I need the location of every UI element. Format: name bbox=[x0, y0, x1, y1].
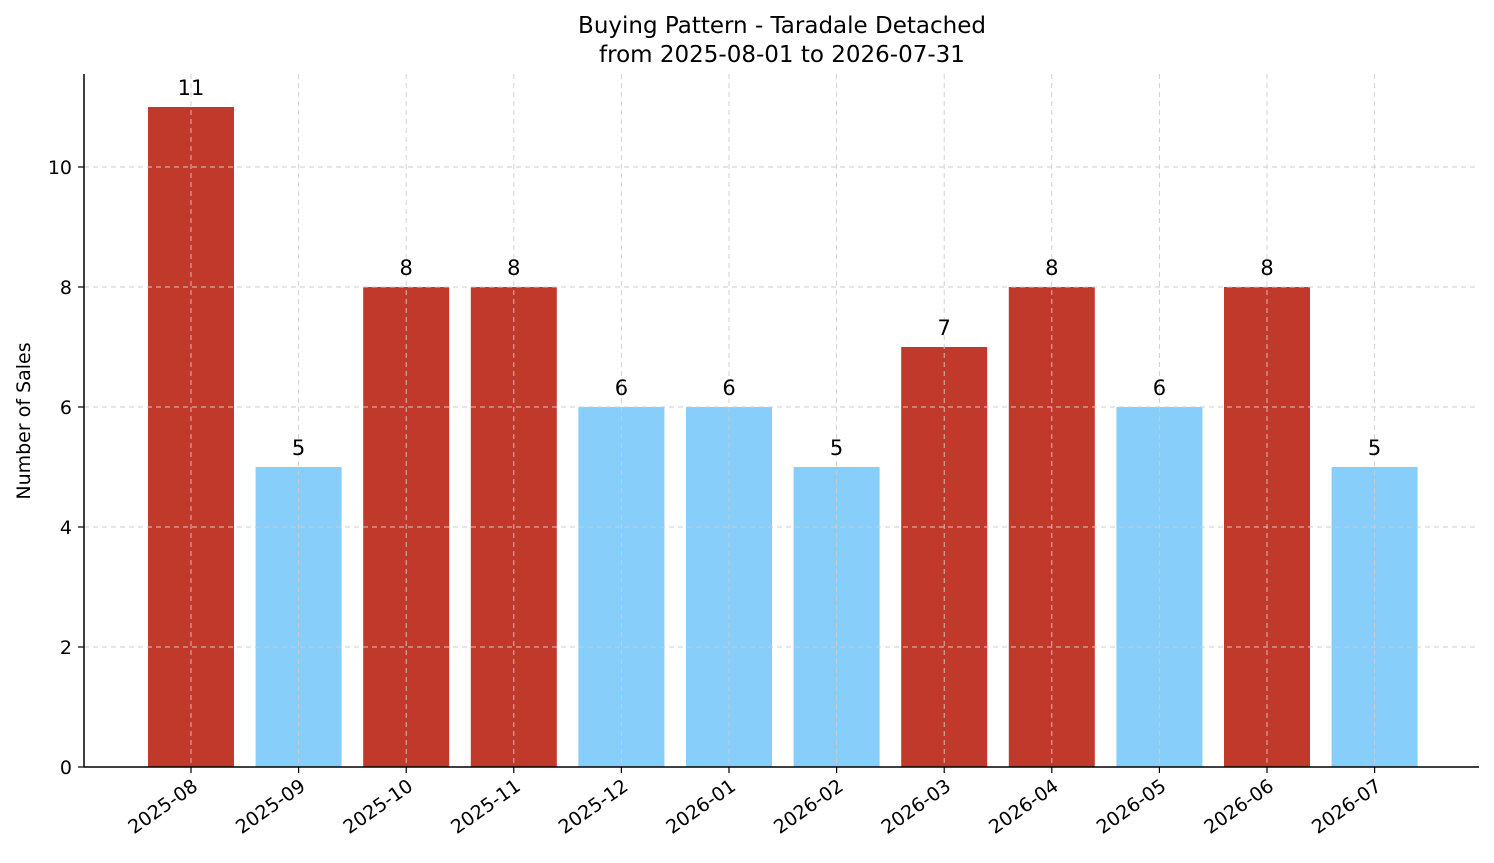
bar-value-labels: 11 5 8 8 6 6 5 7 8 6 8 5 bbox=[178, 76, 1382, 460]
bar-value-label: 8 bbox=[1260, 256, 1273, 280]
y-tick-label: 4 bbox=[60, 517, 72, 539]
x-tick-label: 2025-09 bbox=[232, 775, 310, 839]
bars bbox=[148, 107, 1418, 767]
bar-value-label: 11 bbox=[178, 76, 205, 100]
x-tick-label: 2025-10 bbox=[339, 775, 417, 839]
x-tick-label: 2026-01 bbox=[662, 775, 740, 839]
x-tick-label: 2026-06 bbox=[1200, 775, 1278, 839]
x-tick-label: 2026-04 bbox=[985, 775, 1063, 839]
y-tick-label: 0 bbox=[60, 757, 72, 779]
x-tick-label: 2026-03 bbox=[877, 775, 955, 839]
y-tick-label: 2 bbox=[60, 637, 72, 659]
y-tick-label: 6 bbox=[60, 397, 72, 419]
grid bbox=[84, 74, 1479, 767]
y-tick-label: 8 bbox=[60, 277, 72, 299]
y-axis-label: Number of Sales bbox=[13, 342, 35, 499]
bar-value-label: 5 bbox=[292, 436, 305, 460]
chart-title: Buying Pattern - Taradale Detached bbox=[578, 13, 986, 39]
x-tick-label: 2026-05 bbox=[1093, 775, 1171, 839]
bar-value-label: 6 bbox=[1153, 376, 1166, 400]
bar-value-label: 6 bbox=[722, 376, 735, 400]
bar-value-label: 5 bbox=[1368, 436, 1381, 460]
bar-value-label: 5 bbox=[830, 436, 843, 460]
y-tick-label: 10 bbox=[48, 157, 72, 179]
x-tick-label: 2026-02 bbox=[770, 775, 848, 839]
bar-value-label: 6 bbox=[615, 376, 628, 400]
x-tick-label: 2025-11 bbox=[447, 775, 525, 839]
chart-subtitle: from 2025-08-01 to 2026-07-31 bbox=[599, 42, 965, 68]
bar-value-label: 8 bbox=[1045, 256, 1058, 280]
bar-value-label: 8 bbox=[507, 256, 520, 280]
x-tick-label: 2025-12 bbox=[555, 775, 633, 839]
bar-value-label: 7 bbox=[938, 316, 951, 340]
axes bbox=[83, 74, 1479, 768]
bar-value-label: 8 bbox=[400, 256, 413, 280]
x-tick-label: 2025-08 bbox=[124, 775, 202, 839]
x-tick-label: 2026-07 bbox=[1308, 775, 1386, 839]
